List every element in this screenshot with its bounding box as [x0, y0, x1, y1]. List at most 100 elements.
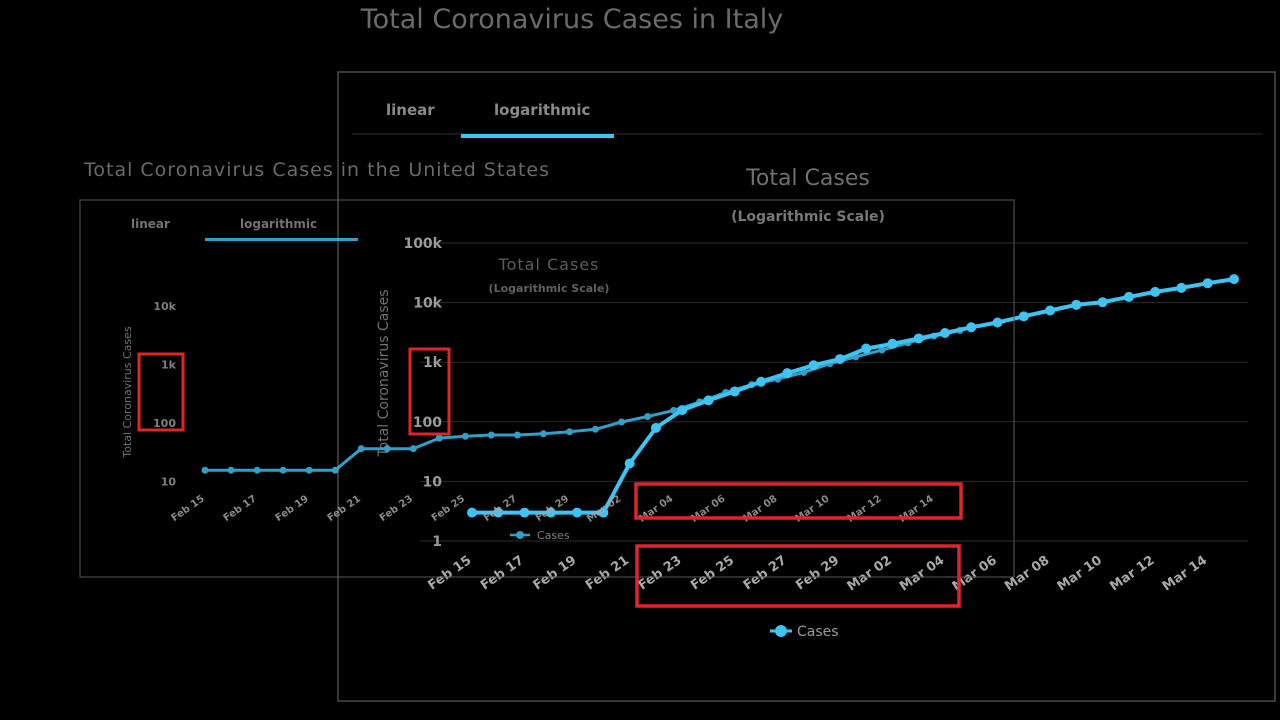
us-data-point[interactable]: [852, 353, 860, 361]
us-data-point[interactable]: [253, 466, 261, 474]
italy-data-point[interactable]: [1176, 282, 1187, 293]
us-y-tick-label: 100: [153, 417, 176, 430]
us-data-point[interactable]: [592, 425, 600, 433]
us-x-tick-label: Feb 17: [222, 493, 259, 524]
us-x-tick-label: Feb 27: [482, 493, 519, 524]
italy-data-point[interactable]: [545, 507, 556, 518]
us-xaxis-highlight-box: [634, 482, 963, 520]
us-data-point[interactable]: [696, 398, 704, 406]
italy-data-point[interactable]: [650, 422, 661, 433]
italy-x-tick-label: Feb 15: [425, 553, 474, 593]
italy-data-point[interactable]: [1018, 311, 1029, 322]
us-panel-frame: [79, 199, 1015, 578]
us-data-point[interactable]: [800, 368, 808, 376]
us-data-point[interactable]: [461, 432, 469, 440]
us-y-tick-label: 1k: [161, 359, 177, 372]
us-x-tick-label: Feb 25: [430, 493, 467, 524]
us-data-point[interactable]: [227, 466, 235, 474]
us-data-point[interactable]: [383, 445, 391, 453]
us-x-tick-label: Feb 21: [326, 493, 363, 524]
italy-tab-linear[interactable]: linear: [386, 101, 435, 119]
italy-x-tick-label: Mar 02: [845, 553, 895, 594]
italy-data-point[interactable]: [1123, 291, 1134, 302]
us-x-tick-label: Mar 02: [585, 493, 623, 524]
us-data-point[interactable]: [904, 339, 912, 347]
us-data-point[interactable]: [722, 389, 730, 397]
italy-data-point[interactable]: [493, 507, 504, 518]
us-data-point[interactable]: [670, 406, 678, 414]
italy-x-tick-label: Feb 29: [793, 553, 842, 593]
us-data-point[interactable]: [826, 360, 834, 368]
italy-legend[interactable]: Cases: [770, 624, 839, 640]
us-x-tick-label: Feb 15: [169, 493, 206, 524]
us-series-cases-line: [205, 328, 961, 472]
italy-y-tick-label: 1k: [423, 355, 443, 371]
italy-tab-logarithmic[interactable]: logarithmic: [494, 101, 590, 119]
us-tab-linear[interactable]: linear: [131, 217, 170, 231]
italy-data-point[interactable]: [1045, 305, 1056, 316]
italy-data-point[interactable]: [1150, 286, 1161, 297]
us-data-point[interactable]: [930, 332, 938, 340]
italy-data-point[interactable]: [467, 507, 477, 518]
italy-panel-frame: [337, 71, 1276, 702]
italy-x-tick-label: Mar 12: [1107, 553, 1157, 594]
italy-x-tick-label: Mar 08: [1002, 553, 1052, 594]
us-data-point[interactable]: [305, 466, 313, 474]
italy-data-point[interactable]: [966, 322, 977, 333]
us-x-tick-label: Mar 12: [845, 493, 883, 524]
us-data-point[interactable]: [435, 434, 443, 442]
us-data-point[interactable]: [774, 375, 782, 383]
us-page-title: Total Coronavirus Cases in the United St…: [83, 159, 550, 181]
italy-x-tick-label: Mar 14: [1160, 553, 1210, 594]
us-data-point[interactable]: [357, 445, 365, 453]
italy-x-tick-label: Feb 19: [531, 553, 580, 593]
us-legend-label: Cases: [537, 529, 570, 542]
us-data-point[interactable]: [513, 431, 521, 439]
italy-data-point[interactable]: [1229, 274, 1239, 285]
us-x-tick-label: Mar 10: [793, 493, 831, 524]
us-data-point[interactable]: [201, 466, 209, 474]
us-y-tick-label: 10k: [153, 300, 176, 313]
us-x-tick-label: Feb 29: [534, 493, 571, 524]
us-active-tab-underline: [205, 238, 358, 241]
italy-x-tick-label: Feb 21: [583, 553, 632, 593]
italy-data-point[interactable]: [1097, 297, 1108, 308]
italy-x-tick-label: Feb 25: [688, 553, 737, 593]
us-x-tick-label: Mar 04: [637, 493, 675, 524]
italy-data-point[interactable]: [1071, 299, 1082, 310]
us-data-point[interactable]: [644, 413, 652, 421]
us-y-axis-label: Total Coronavirus Cases: [121, 326, 134, 459]
us-data-point[interactable]: [331, 466, 339, 474]
us-data-point[interactable]: [565, 428, 573, 436]
us-data-point[interactable]: [748, 381, 756, 389]
highlight-annotations: [137, 347, 963, 608]
italy-data-point[interactable]: [572, 507, 583, 518]
us-data-point[interactable]: [279, 466, 287, 474]
italy-y-tick-label: 1: [432, 534, 442, 550]
us-data-point[interactable]: [878, 346, 886, 354]
italy-y-tick-label: 100: [413, 415, 442, 431]
us-chart-panel: linear logarithmic Total Cases (Logarith…: [79, 199, 1015, 578]
italy-legend-label: Cases: [797, 624, 839, 640]
italy-data-point[interactable]: [519, 507, 530, 518]
italy-x-tick-label: Feb 23: [636, 553, 685, 593]
italy-data-point[interactable]: [624, 458, 635, 469]
us-x-tick-label: Feb 19: [274, 493, 311, 524]
us-data-point[interactable]: [956, 326, 964, 334]
italy-data-point[interactable]: [598, 507, 609, 518]
italy-data-point[interactable]: [861, 343, 872, 354]
italy-data-point[interactable]: [1202, 278, 1213, 289]
italy-active-tab-underline: [461, 134, 614, 138]
italy-yaxis-highlight-box: [408, 347, 451, 436]
italy-data-point[interactable]: [992, 317, 1003, 328]
italy-chart-subtitle: (Logarithmic Scale): [731, 209, 885, 225]
us-data-point[interactable]: [409, 445, 417, 453]
us-tab-logarithmic[interactable]: logarithmic: [240, 217, 317, 231]
us-data-point[interactable]: [487, 431, 495, 439]
us-data-point[interactable]: [618, 418, 626, 426]
us-legend[interactable]: Cases: [510, 529, 570, 542]
us-data-point[interactable]: [539, 430, 547, 438]
italy-x-tick-label: Mar 06: [950, 553, 1000, 594]
italy-x-tick-label: Feb 27: [741, 553, 790, 593]
